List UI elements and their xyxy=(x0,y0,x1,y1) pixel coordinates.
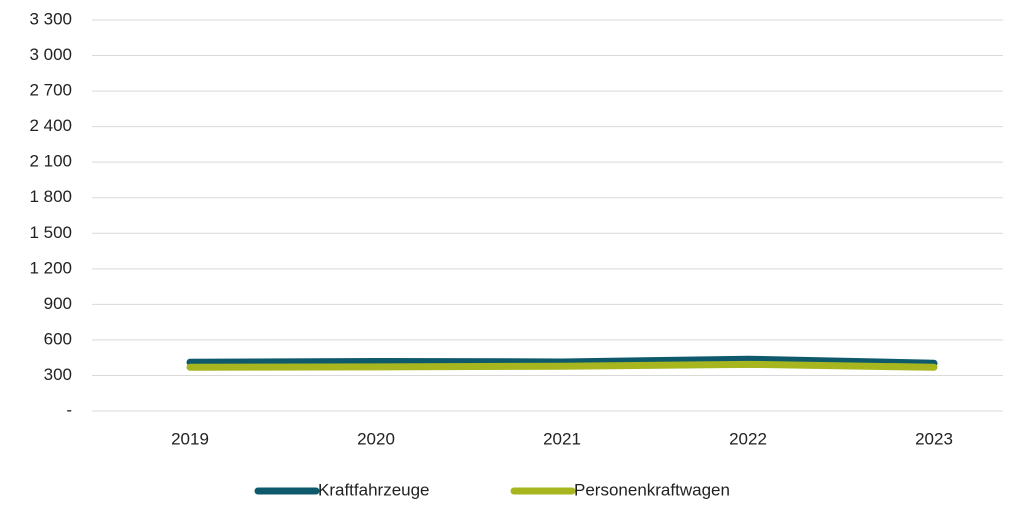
y-tick-label: 300 xyxy=(44,365,72,384)
y-tick-label: 2 400 xyxy=(29,116,72,135)
y-tick-label: 900 xyxy=(44,294,72,313)
x-tick-label: 2019 xyxy=(171,429,209,448)
legend-label: Kraftfahrzeuge xyxy=(318,480,430,499)
series-line xyxy=(186,360,938,371)
y-tick-label: 2 100 xyxy=(29,152,72,171)
y-tick-label: 1 800 xyxy=(29,187,72,206)
legend-label: Personenkraftwagen xyxy=(574,480,730,499)
y-tick-label: 1 200 xyxy=(29,258,72,277)
x-tick-label: 2020 xyxy=(357,429,395,448)
y-tick-label: 3 300 xyxy=(29,9,72,28)
series-line xyxy=(186,355,938,367)
x-tick-label: 2021 xyxy=(543,429,581,448)
x-tick-label: 2023 xyxy=(915,429,953,448)
y-tick-label: 1 500 xyxy=(29,223,72,242)
y-tick-label: - xyxy=(66,400,72,419)
y-tick-label: 2 700 xyxy=(29,81,72,100)
y-tick-label: 3 000 xyxy=(29,45,72,64)
y-tick-label: 600 xyxy=(44,329,72,348)
x-tick-label: 2022 xyxy=(729,429,767,448)
